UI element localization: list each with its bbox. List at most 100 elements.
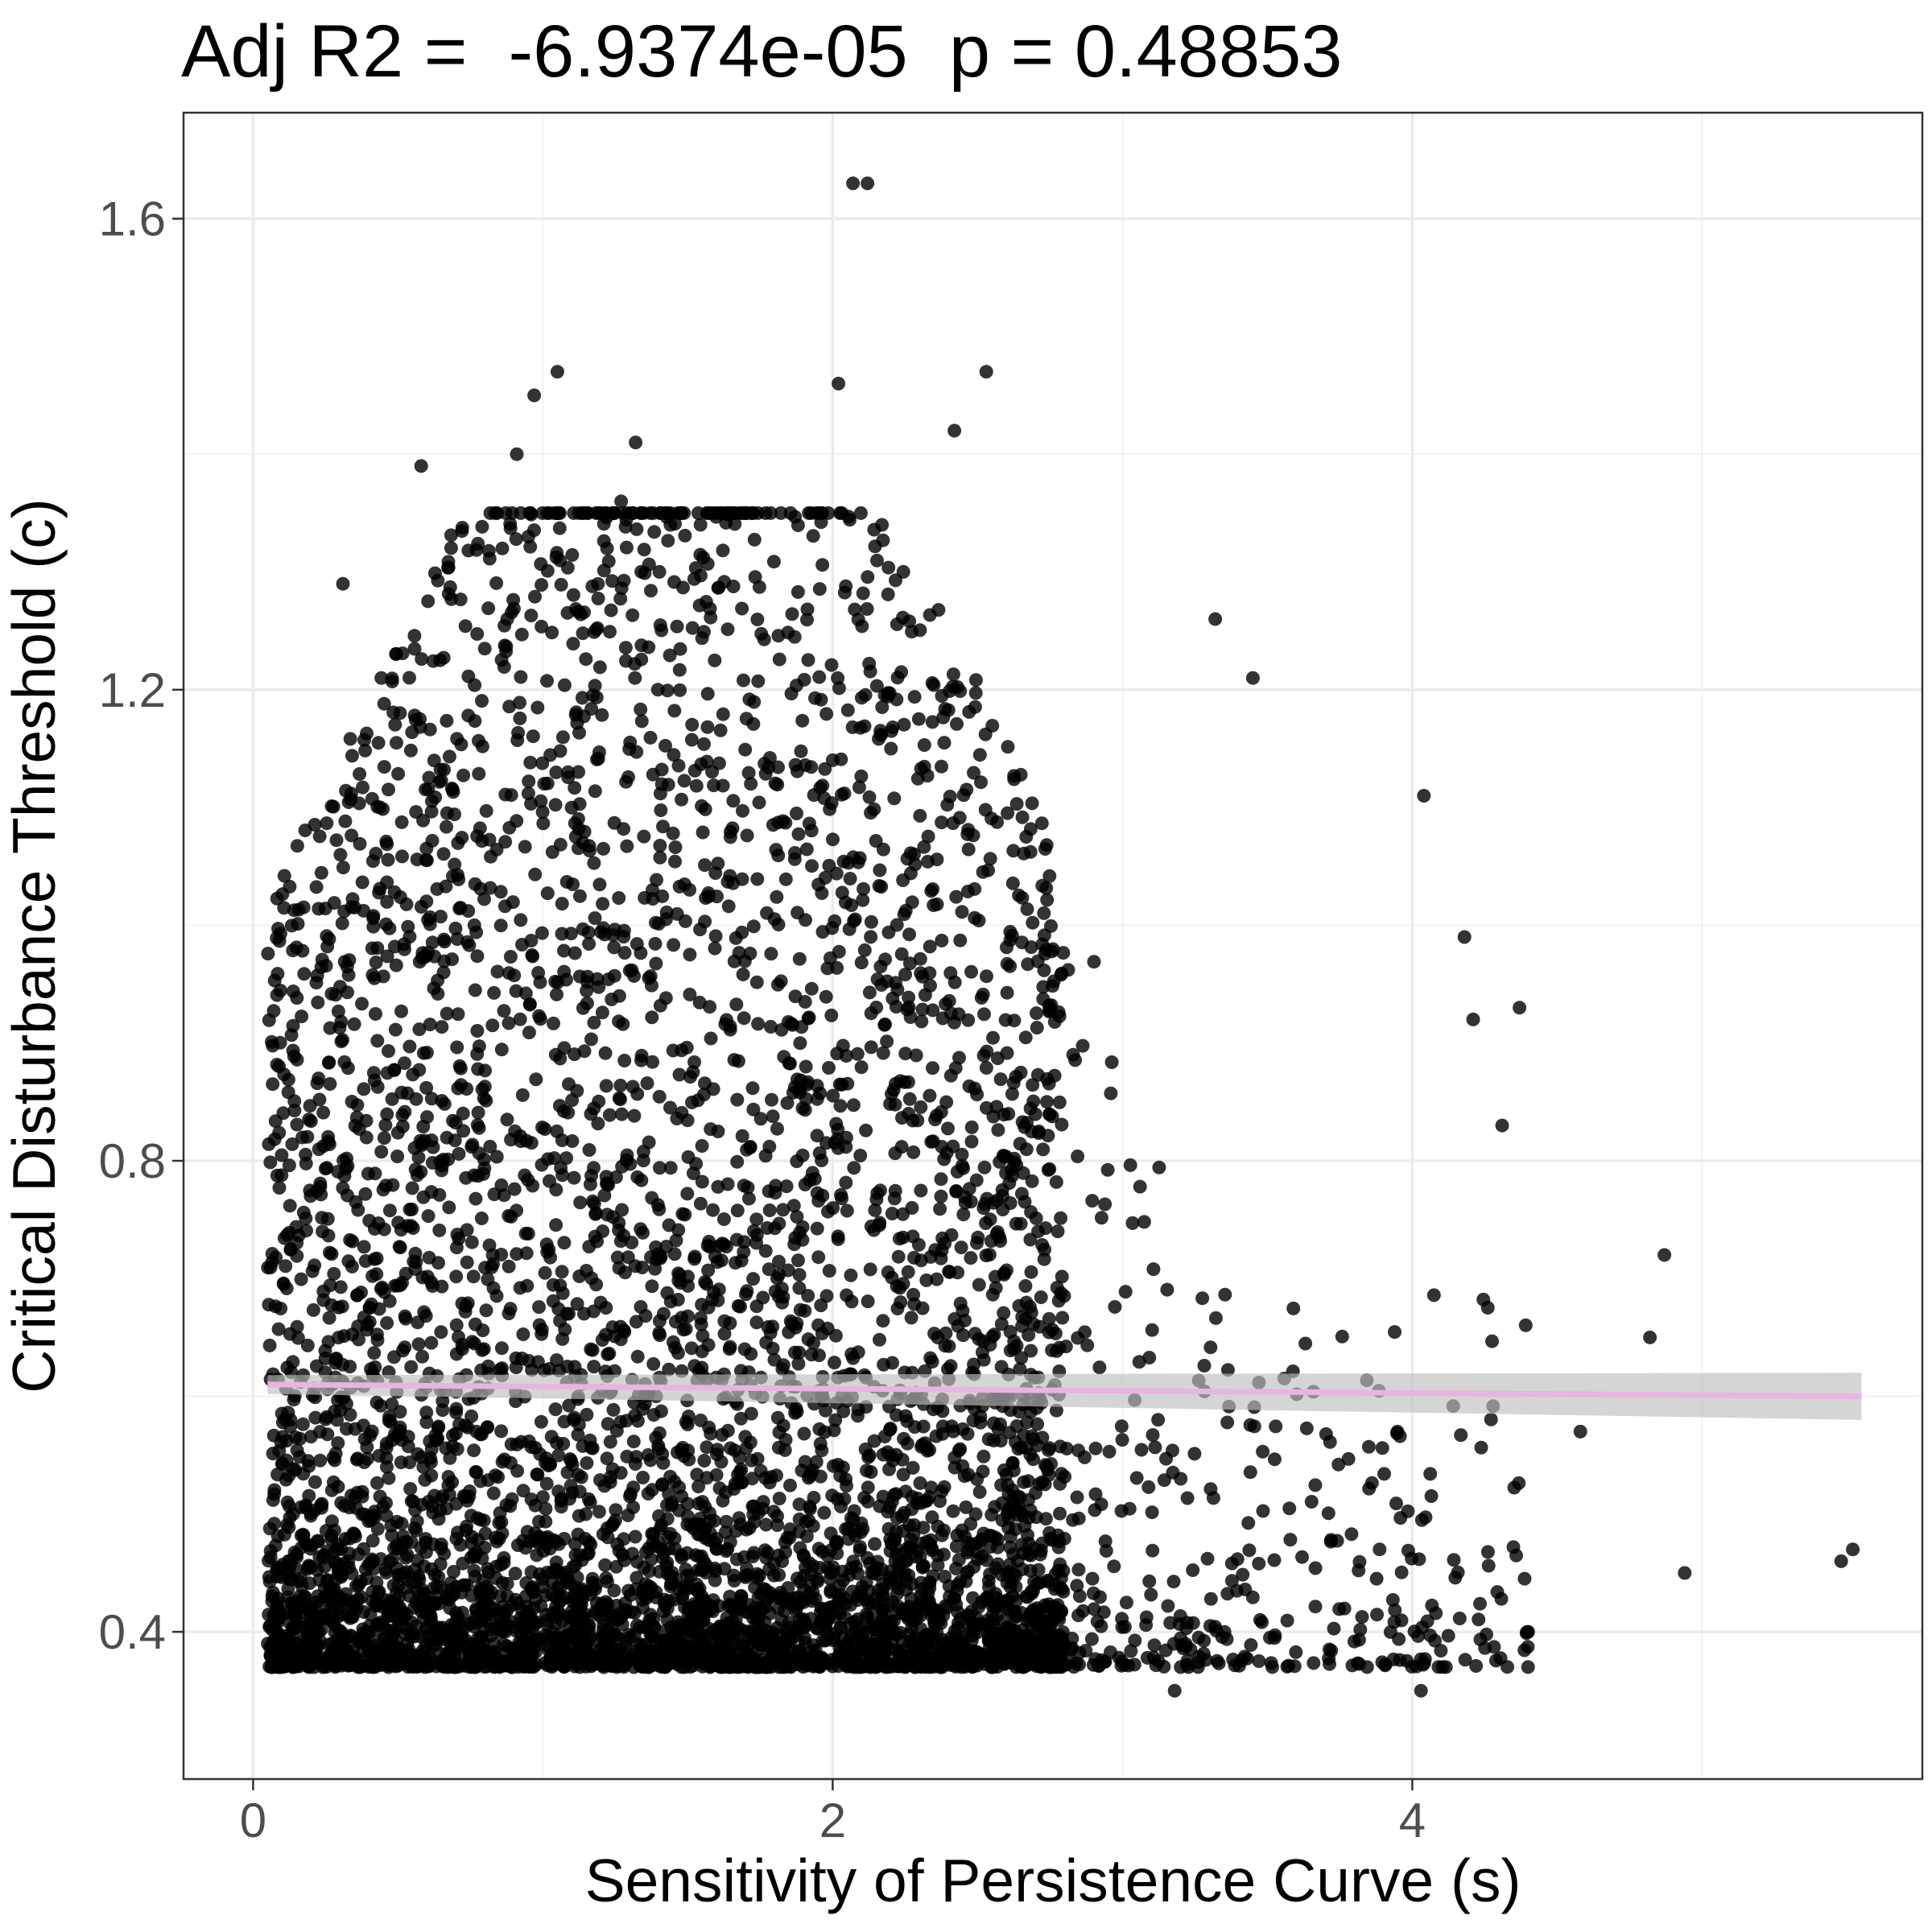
scatter-point (285, 1137, 299, 1151)
scatter-point (1085, 1571, 1100, 1586)
scatter-point (394, 1455, 408, 1470)
scatter-point (406, 1067, 420, 1082)
scatter-point (956, 1459, 970, 1473)
scatter-point (1304, 1495, 1319, 1509)
scatter-point (1447, 1553, 1461, 1567)
scatter-point (261, 1261, 275, 1275)
scatter-point (660, 683, 675, 698)
scatter-point (421, 594, 436, 609)
scatter-point (994, 1478, 1009, 1492)
scatter-point (393, 1424, 407, 1438)
scatter-point (1203, 1591, 1218, 1606)
scatter-point (279, 1259, 293, 1274)
scatter-point (934, 1172, 948, 1187)
scatter-point (320, 816, 334, 831)
scatter-point (675, 1364, 689, 1378)
scatter-point (949, 1539, 964, 1554)
scatter-point (448, 1606, 463, 1620)
scatter-point (818, 762, 832, 776)
scatter-point (1059, 1442, 1074, 1455)
scatter-point (474, 1631, 489, 1645)
scatter-point (403, 1482, 418, 1496)
scatter-point (757, 632, 771, 646)
scatter-point (770, 890, 784, 904)
scatter-point (323, 1021, 337, 1035)
scatter-point (626, 1435, 641, 1449)
scatter-point (419, 1406, 434, 1420)
scatter-point (1458, 1653, 1472, 1667)
scatter-point (717, 1327, 732, 1341)
scatter-point (386, 1552, 400, 1567)
scatter-point (695, 1139, 709, 1153)
scatter-point (928, 1113, 943, 1127)
scatter-point (345, 828, 359, 843)
scatter-point (431, 987, 445, 1001)
scatter-point (370, 799, 385, 814)
scatter-point (367, 1252, 382, 1266)
scatter-point (1212, 1656, 1226, 1670)
scatter-point (861, 1450, 876, 1464)
scatter-point (472, 1039, 486, 1054)
scatter-point (267, 1487, 282, 1501)
scatter-point (1323, 1435, 1337, 1449)
scatter-point (700, 720, 715, 734)
scatter-point (799, 842, 814, 857)
scatter-point (792, 1497, 807, 1512)
scatter-point (286, 943, 300, 958)
scatter-point (497, 1004, 511, 1018)
scatter-point (618, 1265, 632, 1280)
scatter-point (290, 1249, 304, 1263)
scatter-point (494, 1248, 509, 1261)
scatter-point (851, 1567, 865, 1581)
scatter-point (700, 1440, 714, 1455)
scatter-point (813, 1437, 828, 1451)
scatter-point (494, 1341, 509, 1356)
scatter-point (551, 1448, 566, 1463)
scatter-point (597, 1188, 612, 1203)
scatter-point (297, 967, 312, 981)
scatter-point (943, 684, 957, 698)
scatter-point (931, 1558, 945, 1572)
scatter-point (730, 1154, 745, 1169)
scatter-point (309, 880, 324, 894)
scatter-point (564, 800, 579, 815)
scatter-point (747, 532, 762, 547)
scatter-point (637, 829, 651, 844)
scatter-point (587, 1015, 601, 1030)
scatter-point (698, 914, 712, 929)
scatter-point (864, 930, 878, 944)
scatter-point (953, 1296, 968, 1311)
scatter-point (670, 619, 684, 634)
scatter-point (985, 811, 999, 826)
scatter-point (430, 881, 444, 896)
scatter-point (750, 613, 765, 626)
scatter-point (904, 1311, 919, 1325)
scatter-point (1078, 1325, 1092, 1340)
scatter-point (1484, 1412, 1498, 1426)
scatter-point (1283, 1533, 1298, 1547)
scatter-point (1025, 796, 1039, 811)
scatter-point (1119, 1596, 1133, 1610)
scatter-point (514, 913, 528, 927)
scatter-point (433, 1557, 448, 1571)
scatter-point (598, 1046, 613, 1060)
scatter-point (524, 797, 539, 811)
scatter-point (591, 592, 605, 605)
scatter-point (326, 799, 341, 814)
scatter-point (618, 1603, 633, 1617)
scatter-point (1321, 1506, 1335, 1521)
scatter-point (862, 985, 877, 1000)
scatter-point (906, 1287, 921, 1302)
scatter-point (1044, 919, 1058, 933)
scatter-point (815, 1188, 830, 1203)
scatter-point (980, 1553, 994, 1567)
scatter-point (646, 1055, 659, 1069)
scatter-point (1009, 1593, 1023, 1608)
scatter-point (1088, 1487, 1103, 1501)
scatter-point (355, 1484, 369, 1499)
scatter-point (846, 850, 861, 865)
scatter-point (341, 795, 356, 809)
scatter-point (322, 1055, 336, 1070)
scatter-point (861, 570, 875, 584)
scatter-point (509, 532, 523, 547)
